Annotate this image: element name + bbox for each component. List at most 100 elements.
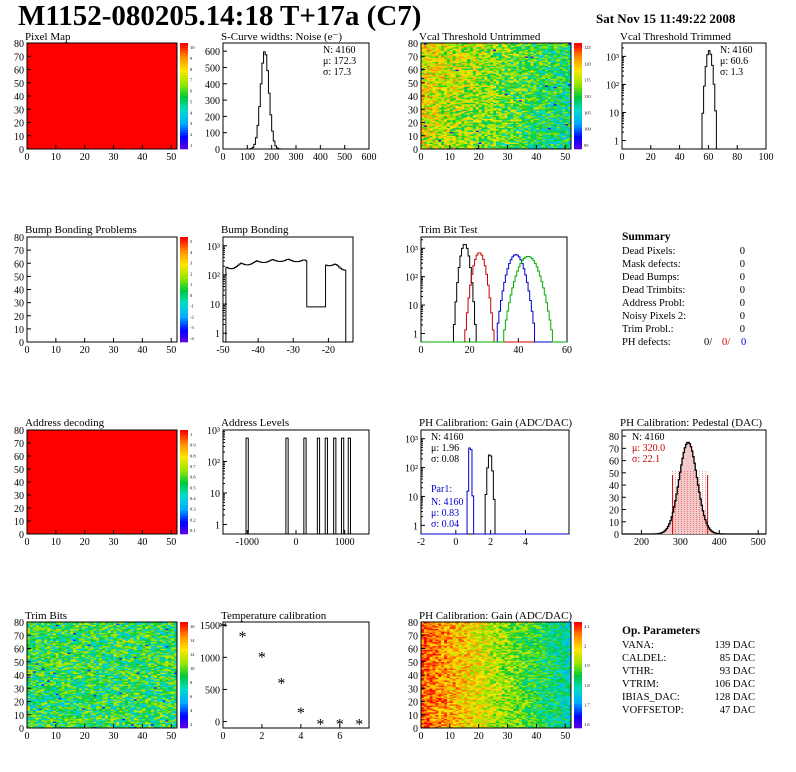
- heatmap-cell: [438, 45, 442, 48]
- heatmap-cell: [481, 66, 485, 69]
- heatmap-cell: [438, 139, 442, 142]
- heatmap-cell: [435, 125, 439, 127]
- palette-step: [180, 98, 188, 102]
- heatmap-cell: [565, 93, 569, 95]
- heatmap-cell: [527, 56, 531, 58]
- palette-step: [574, 58, 582, 62]
- heatmap-cell: [446, 61, 451, 64]
- heatmap-cell: [536, 109, 540, 111]
- heatmap-cell: [524, 97, 529, 99]
- heatmap-cell: [458, 130, 462, 133]
- heatmap-cell: [507, 137, 511, 139]
- heatmap-cell: [490, 46, 494, 49]
- heatmap-cell: [513, 78, 517, 81]
- heatmap-cell: [498, 84, 503, 86]
- heatmap-cell: [481, 102, 485, 105]
- heatmap-cell: [438, 90, 442, 93]
- heatmap-cell: [568, 72, 572, 74]
- heatmap-cell: [545, 99, 549, 102]
- heatmap-cell: [467, 70, 471, 73]
- heatmap-cell: [446, 77, 451, 80]
- heatmap-cell: [27, 637, 31, 640]
- heatmap-cell: [559, 135, 563, 138]
- heatmap-cell: [568, 105, 572, 107]
- heatmap-cell: [478, 60, 482, 62]
- heatmap-cell: [524, 53, 529, 56]
- heatmap-cell: [487, 74, 491, 77]
- heatmap-cell: [539, 99, 543, 102]
- heatmap-cell: [446, 84, 451, 86]
- heatmap-cell: [504, 138, 508, 141]
- heatmap-cell: [470, 93, 474, 95]
- heatmap-cell: [446, 43, 451, 45]
- heatmap-cell: [441, 98, 445, 101]
- histogram-line: [223, 51, 369, 150]
- heatmap-cell: [423, 69, 428, 72]
- heatmap-cell: [513, 44, 517, 46]
- heatmap-cell: [475, 53, 479, 56]
- heatmap-cell: [490, 69, 494, 72]
- heatmap-cell: [527, 146, 531, 148]
- heatmap-cell: [464, 101, 468, 103]
- heatmap-cell: [521, 66, 526, 69]
- heatmap-cell: [449, 105, 454, 107]
- heatmap-cell: [527, 53, 531, 56]
- heatmap-cell: [458, 56, 462, 58]
- heatmap-cell: [490, 141, 494, 143]
- heatmap-cell: [470, 126, 474, 129]
- heatmap-cell: [547, 147, 552, 150]
- palette-step: [180, 313, 188, 317]
- heatmap-cell: [423, 49, 428, 52]
- heatmap-cell: [421, 101, 425, 103]
- heatmap-cell: [501, 58, 505, 61]
- heatmap-cell: [553, 81, 557, 84]
- heatmap-cell: [423, 142, 428, 144]
- heatmap-cell: [464, 43, 468, 45]
- heatmap-cell: [444, 133, 448, 135]
- heatmap-cell: [449, 106, 454, 109]
- heatmap-cell: [524, 48, 529, 50]
- heatmap-cell: [524, 86, 529, 89]
- x-tick-label: 0: [620, 152, 625, 163]
- heatmap-cell: [438, 145, 442, 147]
- heatmap-cell: [565, 72, 569, 74]
- heatmap-cell: [29, 721, 34, 723]
- heatmap-cell: [553, 105, 557, 107]
- heatmap-cell: [542, 81, 546, 84]
- heatmap-cell: [553, 43, 557, 45]
- heatmap-cell: [472, 114, 477, 117]
- heatmap-cell: [496, 92, 500, 94]
- heatmap-cell: [446, 111, 451, 114]
- heatmap-cell: [438, 147, 442, 150]
- heatmap-cell: [458, 68, 462, 70]
- heatmap-cell: [484, 65, 488, 68]
- heatmap-cell: [524, 69, 529, 72]
- heatmap-cell: [568, 131, 572, 134]
- heatmap-cell: [496, 122, 500, 125]
- heatmap-cell: [441, 131, 445, 134]
- heatmap-cell: [438, 78, 442, 81]
- heatmap-cell: [498, 143, 503, 146]
- heatmap-cell: [539, 57, 543, 60]
- heatmap-cell: [438, 49, 442, 52]
- heatmap-cell: [545, 105, 549, 107]
- heatmap-cell: [32, 721, 36, 723]
- heatmap-cell: [441, 122, 445, 125]
- heatmap-cell: [426, 117, 430, 119]
- heatmap-cell: [501, 107, 505, 110]
- heatmap-cell: [481, 113, 485, 115]
- heatmap-cell: [464, 123, 468, 126]
- heatmap-cell: [496, 68, 500, 70]
- heatmap-cell: [475, 131, 479, 134]
- heatmap-cell: [421, 68, 425, 70]
- x-tick-label: -30: [287, 345, 300, 356]
- heatmap-cell: [470, 131, 474, 134]
- heatmap-cell: [487, 99, 491, 102]
- heatmap-cell: [472, 113, 477, 115]
- heatmap-cell: [547, 142, 552, 144]
- heatmap-cell: [487, 73, 491, 76]
- heatmap-cell: [29, 697, 34, 700]
- heatmap-cell: [539, 56, 543, 58]
- heatmap-cell: [533, 43, 537, 45]
- heatmap-cell: [490, 115, 494, 118]
